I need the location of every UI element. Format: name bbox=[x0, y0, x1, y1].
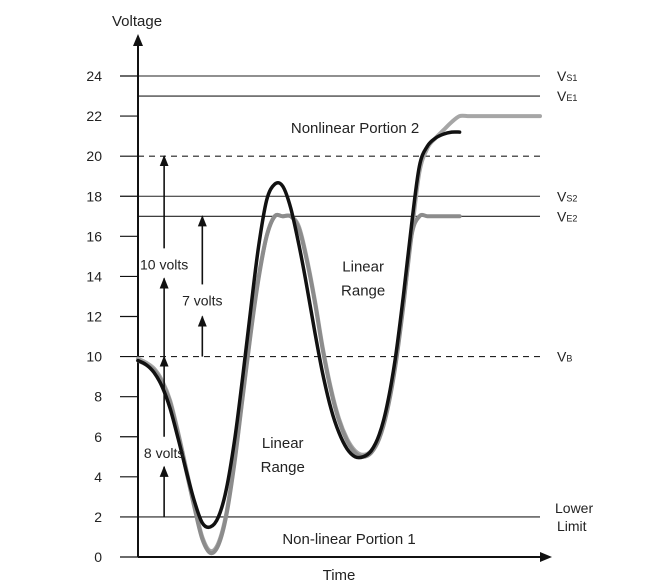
y-tick-label: 6 bbox=[94, 429, 102, 445]
y-tick-label: 12 bbox=[86, 309, 102, 325]
annotation-label: Linear bbox=[342, 258, 384, 275]
y-axis-arrowhead bbox=[133, 34, 143, 46]
series-group bbox=[138, 116, 540, 554]
y-tick-label: 8 bbox=[94, 389, 102, 405]
y-tick-label: 14 bbox=[86, 268, 102, 284]
x-axis-arrowhead bbox=[540, 552, 552, 562]
y-tick-label: 2 bbox=[94, 509, 102, 525]
reference-line-label: VS1 bbox=[557, 68, 577, 84]
reference-line-label: VE2 bbox=[557, 208, 577, 224]
annotation-label: 7 volts bbox=[182, 292, 222, 308]
annotation-label: Nonlinear Portion 2 bbox=[291, 120, 419, 137]
reference-line-label: VE1 bbox=[557, 88, 577, 104]
annotation-label: 8 volts bbox=[144, 445, 184, 461]
annotation-label: Linear bbox=[262, 435, 304, 452]
annotation-label: Range bbox=[341, 282, 385, 299]
y-tick-label: 0 bbox=[94, 549, 102, 565]
reference-line-label: VS2 bbox=[557, 188, 577, 204]
reference-line-label: Limit bbox=[557, 518, 587, 534]
annotation-label: 10 volts bbox=[140, 256, 188, 272]
annotation-label: Range bbox=[261, 459, 305, 476]
reference-line-label: VB bbox=[557, 349, 572, 365]
x-axis-title: Time bbox=[323, 567, 356, 584]
reference-line-label: Lower bbox=[555, 500, 593, 516]
y-tick-label: 24 bbox=[86, 68, 102, 84]
y-tick-label: 10 bbox=[86, 349, 102, 365]
y-tick-label: 16 bbox=[86, 228, 102, 244]
y-axis-title: Voltage bbox=[112, 13, 162, 30]
y-tick-label: 4 bbox=[94, 469, 102, 485]
y-tick-label: 22 bbox=[86, 108, 102, 124]
annotation-label: Non-linear Portion 1 bbox=[282, 531, 415, 548]
y-tick-label: 18 bbox=[86, 188, 102, 204]
series-line-gray bbox=[138, 116, 540, 552]
y-tick-label: 20 bbox=[86, 148, 102, 164]
